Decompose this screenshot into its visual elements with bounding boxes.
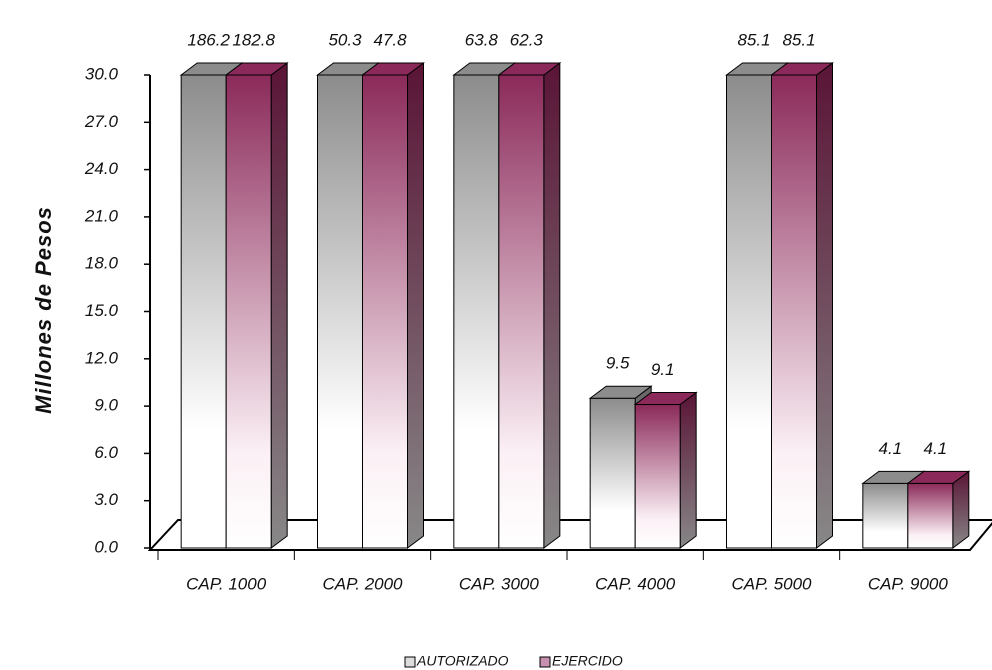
data-label: 62.3: [510, 30, 544, 49]
bar: [180, 74, 227, 549]
bar-side: [407, 62, 424, 549]
y-tick-label: 0.0: [94, 537, 118, 556]
bar: [726, 74, 772, 549]
bar: [225, 74, 272, 549]
bar-top: [497, 62, 562, 76]
data-label: 85.1: [737, 30, 770, 49]
bar: [362, 74, 408, 549]
bar: [771, 74, 817, 549]
bar: [907, 482, 954, 549]
data-label: 50.3: [328, 30, 362, 49]
bar: [589, 397, 636, 549]
data-label: 4.1: [879, 439, 903, 458]
bar-top: [906, 470, 971, 484]
data-label: 182.8: [232, 30, 275, 49]
bar-side: [952, 470, 970, 549]
data-label: 63.8: [465, 30, 499, 49]
bar: [453, 74, 500, 549]
bar: [498, 74, 545, 549]
x-tick-label: CAP. 5000: [731, 574, 812, 593]
y-tick-label: 24.0: [84, 159, 119, 178]
y-tick-label: 6.0: [94, 443, 118, 462]
bar-top: [224, 62, 289, 76]
legend-label: EJERCIDO: [552, 653, 623, 669]
bar: [862, 482, 909, 549]
x-tick-label: CAP. 4000: [595, 574, 676, 593]
data-label: 4.1: [924, 439, 948, 458]
y-tick-label: 21.0: [84, 206, 119, 225]
legend-swatch: [539, 656, 551, 668]
y-tick-label: 18.0: [85, 254, 119, 273]
y-tick-label: 3.0: [94, 490, 118, 509]
x-tick-label: CAP. 1000: [186, 574, 267, 593]
data-label: 186.2: [187, 30, 230, 49]
bar: [317, 74, 363, 549]
data-label: 47.8: [373, 30, 407, 49]
bar-top: [770, 62, 834, 76]
bar-top: [361, 62, 425, 76]
y-axis-title: Millones de Pesos: [31, 206, 56, 414]
data-label: 9.1: [651, 360, 675, 379]
y-tick-label: 30.0: [85, 64, 119, 83]
bar-side: [816, 62, 833, 549]
x-tick-label: CAP. 3000: [459, 574, 540, 593]
y-tick-label: 15.0: [85, 301, 119, 320]
bar-side: [543, 62, 561, 549]
y-tick-label: 12.0: [85, 348, 119, 367]
data-label: 85.1: [782, 30, 815, 49]
bar-side: [270, 62, 288, 549]
legend-swatch: [404, 656, 416, 668]
y-tick-label: 9.0: [94, 396, 118, 415]
y-tick-label: 27.0: [84, 112, 119, 131]
bar-top: [588, 385, 653, 399]
x-tick-label: CAP. 9000: [868, 574, 949, 593]
bar: [634, 404, 681, 549]
x-tick-label: CAP. 2000: [322, 574, 403, 593]
bar-side: [679, 391, 697, 549]
data-label: 9.5: [606, 354, 630, 373]
bar-top: [633, 392, 698, 406]
legend-label: AUTORIZADO: [416, 653, 509, 669]
